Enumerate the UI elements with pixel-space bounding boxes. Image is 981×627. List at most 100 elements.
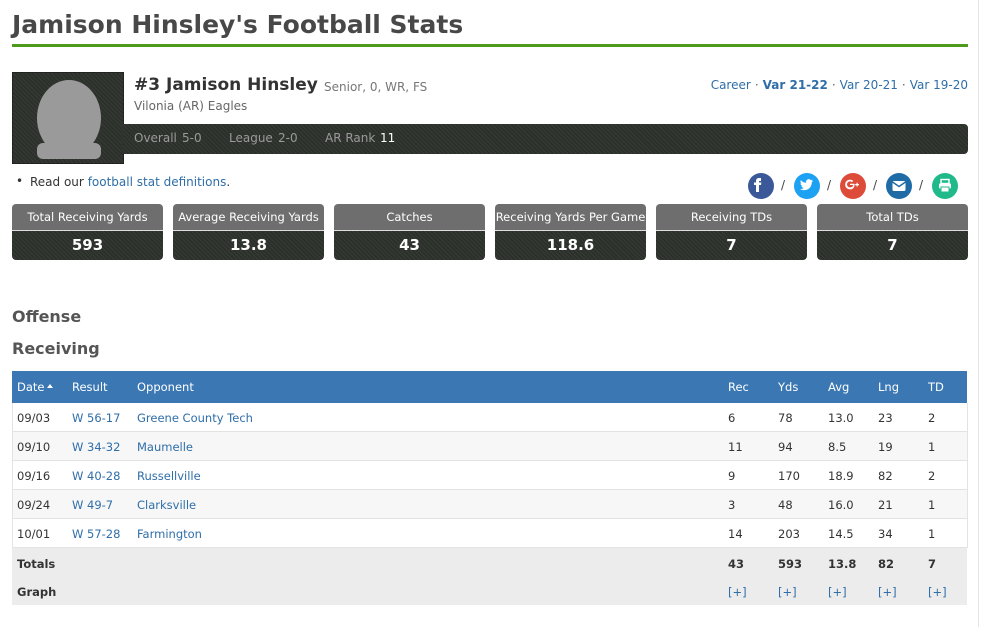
graph-link[interactable]: [+] [828,585,847,599]
table-cell: 94 [778,440,793,454]
column-header[interactable]: Date [17,380,45,394]
table-cell[interactable]: Clarksville [137,498,197,512]
table-cell: 78 [778,411,793,425]
record-value: 2-0 [278,131,298,145]
stat-label: Average Receiving Yards [173,204,324,230]
player-name: #3 Jamison Hinsley [134,75,318,95]
definitions-link[interactable]: football stat definitions [87,175,227,189]
share-separator: / [873,178,878,192]
bullet: • [16,174,24,188]
graph-link[interactable]: [+] [778,585,797,599]
stat-label: Receiving Yards Per Game [495,204,646,230]
table-cell: 6 [728,411,736,425]
share-icon [748,173,774,199]
share-email[interactable] [886,173,912,199]
share-separator: / [919,178,924,192]
table-cell: 10/01 [17,527,51,541]
table-cell: 09/10 [17,440,51,454]
stat-label: Total TDs [817,204,968,230]
table-cell: 21 [878,498,893,512]
section-heading: Offense [12,307,82,326]
table-cell[interactable]: Russellville [137,469,201,483]
table-row [12,461,968,490]
silhouette [37,80,101,159]
stat-value: 13.8 [173,230,324,260]
graph-label: Graph [17,585,57,599]
stat-value: 118.6 [495,230,646,260]
table-cell: 3 [728,498,736,512]
table-cell: 09/24 [17,498,51,512]
table-cell: 13.0 [828,411,854,425]
column-header[interactable]: Result [72,380,108,394]
share-facebook[interactable] [748,173,774,199]
table-cell: 23 [878,411,893,425]
table-cell: 1 [928,527,936,541]
totals-row [12,548,967,605]
section-heading: Receiving [12,339,100,358]
title-rule [12,44,968,47]
season-link[interactable]: Var 20-21 [839,78,898,92]
table-cell: 2 [928,411,936,425]
table-cell: 9 [728,469,736,483]
table-cell[interactable]: W 40-28 [72,469,121,483]
table-cell[interactable]: Farmington [137,527,202,541]
table-cell[interactable]: W 34-32 [72,440,121,454]
note-text: Read our [30,175,84,189]
table-header [12,371,967,403]
column-header[interactable]: Rec [728,380,749,394]
share-google-plus[interactable] [840,173,866,199]
player-details: Senior, 0, WR, FS [324,80,428,94]
column-header[interactable]: Lng [878,380,899,394]
share-icon [886,173,912,199]
table-cell[interactable]: W 49-7 [72,498,114,512]
share-print[interactable] [932,173,958,199]
table-cell[interactable]: W 57-28 [72,527,121,541]
total-value: 7 [928,557,937,571]
table-cell[interactable]: W 56-17 [72,411,121,425]
column-header[interactable]: Opponent [137,380,194,394]
column-header[interactable]: Yds [778,380,799,394]
separator: · [901,78,906,92]
season-link[interactable]: Var 21-22 [762,78,828,92]
record-value: 5-0 [182,131,202,145]
season-link[interactable]: Career [710,78,751,92]
stat-label: Total Receiving Yards [12,204,163,230]
column-header[interactable]: TD [928,380,944,394]
table-cell: 19 [878,440,893,454]
record-label: League [229,131,273,145]
table-row [12,490,968,519]
table-cell: 48 [778,498,793,512]
stat-value: 7 [817,230,968,260]
column-header[interactable]: Avg [828,380,850,394]
note-text: . [226,175,231,189]
graph-link[interactable]: [+] [728,585,747,599]
graph-link[interactable]: [+] [878,585,897,599]
totals-label: Totals [17,557,56,571]
share-icon [794,173,820,199]
note: Read our football stat definitions. [30,175,230,189]
table-cell[interactable]: Maumelle [137,440,194,454]
share-separator: / [781,178,786,192]
table-cell: 34 [878,527,893,541]
table-cell: 11 [728,440,743,454]
graph-link[interactable]: [+] [928,585,947,599]
table-cell: 09/16 [17,469,51,483]
table-cell: 170 [778,469,800,483]
season-link[interactable]: Var 19-20 [909,78,968,92]
stat-value: 593 [12,230,163,260]
share-separator: / [827,178,832,192]
table-cell[interactable]: Greene County Tech [137,411,253,425]
stat-label: Catches [334,204,485,230]
page-title: Jamison Hinsley's Football Stats [12,10,464,39]
stat-label: Receiving TDs [656,204,807,230]
total-value: 593 [778,557,803,571]
share-twitter[interactable] [794,173,820,199]
table-cell: 14.5 [828,527,854,541]
table-row [12,403,968,432]
season-nav: Career · Var 21-22 · Var 20-21 · Var 19-20 [711,78,968,92]
table-cell: 82 [878,469,893,483]
record-label: AR Rank [325,131,376,145]
player-team: Vilonia (AR) Eagles [134,99,248,113]
share-icon [840,173,866,199]
table-cell: 1 [928,440,936,454]
